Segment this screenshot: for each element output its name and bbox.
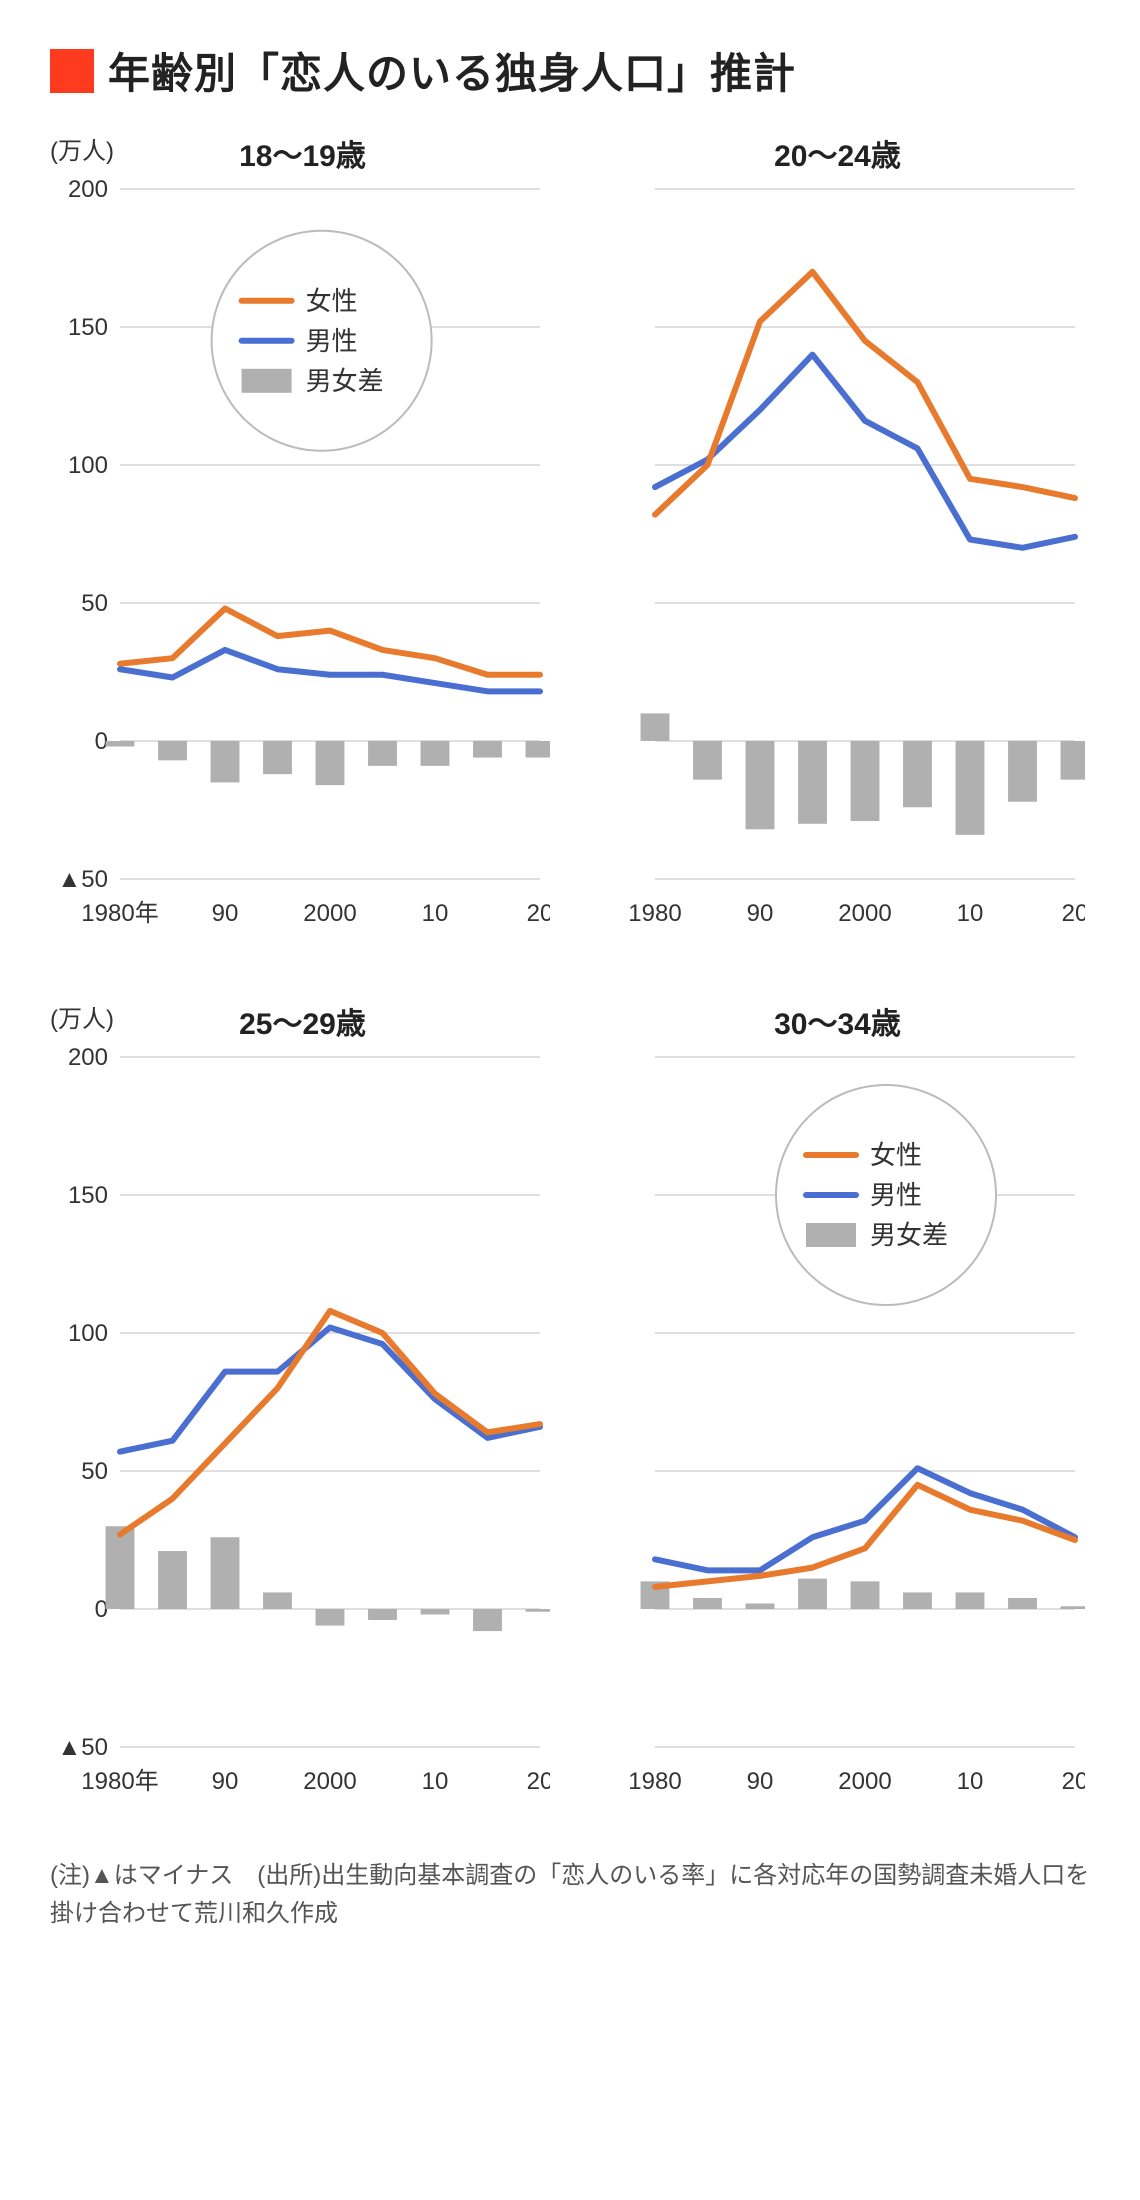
legend-diff-label: 男女差 <box>870 1220 948 1250</box>
legend-diff-swatch-icon <box>242 369 292 393</box>
diff-bar <box>316 1609 345 1626</box>
legend: 女性男性男女差 <box>212 231 432 451</box>
svg-text:10: 10 <box>422 1768 449 1795</box>
svg-text:90: 90 <box>212 1768 239 1795</box>
svg-text:▲50: ▲50 <box>58 866 108 893</box>
svg-text:2000: 2000 <box>303 900 356 927</box>
svg-text:20: 20 <box>1062 900 1085 927</box>
svg-text:90: 90 <box>212 900 239 927</box>
diff-bar <box>158 1551 187 1609</box>
svg-text:150: 150 <box>68 1182 108 1209</box>
panel-title: 18〜19歳 <box>50 131 555 175</box>
title-marker-icon <box>50 49 94 93</box>
page-title: 年齢別「恋人のいる独身人口」推計 <box>108 40 796 101</box>
diff-bar <box>368 741 397 766</box>
diff-bar <box>956 1592 985 1609</box>
svg-text:90: 90 <box>747 900 774 927</box>
chart-panel: 30〜34歳 1980 90 2000 10 20 女性男性男女差 <box>585 999 1090 1807</box>
diff-bar <box>526 741 550 758</box>
diff-bar <box>903 741 932 807</box>
legend-male-label: 男性 <box>870 1180 922 1210</box>
diff-bar <box>746 1603 775 1609</box>
svg-text:1980年: 1980年 <box>81 900 158 927</box>
svg-text:2000: 2000 <box>838 900 891 927</box>
diff-bar <box>851 741 880 821</box>
diff-bar <box>211 741 240 782</box>
legend: 女性男性男女差 <box>776 1085 996 1305</box>
diff-bar <box>1008 1598 1037 1609</box>
legend-male-label: 男性 <box>306 326 358 356</box>
diff-bar <box>1061 1606 1085 1609</box>
diff-bar <box>956 741 985 835</box>
legend-female-label: 女性 <box>306 286 358 316</box>
svg-text:150: 150 <box>68 314 108 341</box>
svg-text:▲50: ▲50 <box>58 1734 108 1761</box>
chart-panel: 25〜29歳(万人)▲500501001502001980年9020001020 <box>50 999 555 1807</box>
diff-bar <box>263 741 292 774</box>
female-line <box>655 272 1075 515</box>
page-title-row: 年齢別「恋人のいる独身人口」推計 <box>50 40 1090 101</box>
male-line <box>120 1327 540 1451</box>
svg-text:1980: 1980 <box>628 1768 681 1795</box>
y-unit-label: (万人) <box>50 131 114 166</box>
diff-bar <box>473 741 502 758</box>
svg-text:50: 50 <box>81 1458 108 1485</box>
diff-bar <box>798 1579 827 1609</box>
panel-title: 25〜29歳 <box>50 999 555 1043</box>
svg-text:200: 200 <box>68 179 108 203</box>
svg-text:1980年: 1980年 <box>81 1768 158 1795</box>
svg-text:20: 20 <box>527 900 550 927</box>
diff-bar <box>1008 741 1037 802</box>
svg-text:2000: 2000 <box>838 1768 891 1795</box>
chart-grid: 18〜19歳(万人)▲500501001502001980年9020001020… <box>50 131 1090 1807</box>
svg-text:200: 200 <box>68 1047 108 1071</box>
diff-bar <box>693 741 722 780</box>
diff-bar <box>798 741 827 824</box>
diff-bar <box>526 1609 550 1612</box>
legend-female-label: 女性 <box>870 1140 922 1170</box>
panel-title: 30〜34歳 <box>585 999 1090 1043</box>
female-line <box>120 609 540 675</box>
diff-bar <box>421 741 450 766</box>
diff-bar <box>851 1581 880 1609</box>
svg-text:10: 10 <box>957 1768 984 1795</box>
diff-bar <box>1061 741 1085 780</box>
svg-text:20: 20 <box>527 1768 550 1795</box>
legend-diff-label: 男女差 <box>306 366 384 396</box>
panel-title: 20〜24歳 <box>585 131 1090 175</box>
svg-text:10: 10 <box>957 900 984 927</box>
diff-bar <box>903 1592 932 1609</box>
diff-bar <box>746 741 775 829</box>
chart-panel: 20〜24歳 1980 90 2000 10 20 <box>585 131 1090 939</box>
diff-bar <box>473 1609 502 1631</box>
svg-text:1980: 1980 <box>628 900 681 927</box>
svg-text:20: 20 <box>1062 1768 1085 1795</box>
footnote: (注)▲はマイナス (出所)出生動向基本調査の「恋人のいる率」に各対応年の国勢調… <box>50 1857 1090 1934</box>
svg-text:2000: 2000 <box>303 1768 356 1795</box>
diff-bar <box>641 713 670 741</box>
chart-panel: 18〜19歳(万人)▲500501001502001980年9020001020… <box>50 131 555 939</box>
legend-diff-swatch-icon <box>806 1223 856 1247</box>
svg-text:100: 100 <box>68 1320 108 1347</box>
diff-bar <box>106 741 135 747</box>
diff-bar <box>316 741 345 785</box>
diff-bar <box>421 1609 450 1615</box>
svg-text:10: 10 <box>422 900 449 927</box>
y-unit-label: (万人) <box>50 999 114 1034</box>
diff-bar <box>211 1537 240 1609</box>
svg-text:50: 50 <box>81 590 108 617</box>
diff-bar <box>158 741 187 760</box>
diff-bar <box>263 1592 292 1609</box>
diff-bar <box>106 1526 135 1609</box>
diff-bar <box>693 1598 722 1609</box>
diff-bar <box>368 1609 397 1620</box>
svg-text:100: 100 <box>68 452 108 479</box>
male-line <box>655 355 1075 548</box>
svg-text:90: 90 <box>747 1768 774 1795</box>
